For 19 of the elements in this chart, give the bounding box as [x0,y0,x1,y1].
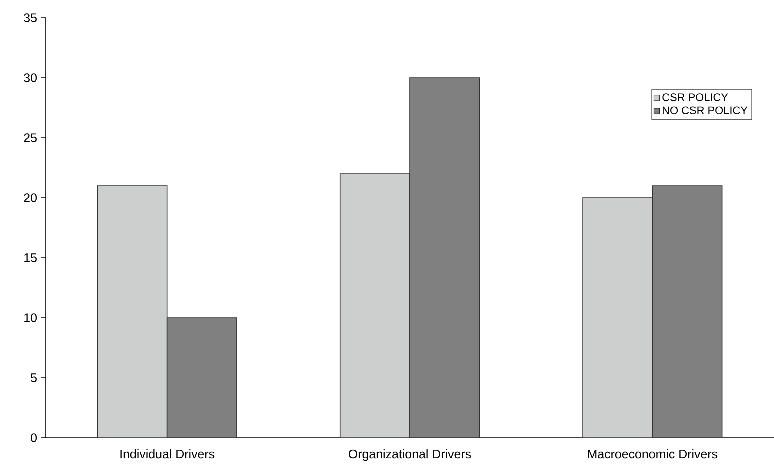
bar [652,186,723,438]
y-tick-label: 25 [24,134,37,142]
bar [166,318,238,438]
y-tick-label: 0 [31,434,37,442]
y-tick-label: 30 [24,74,37,82]
legend-label: NO CSR POLICY [663,106,748,114]
y-tick-label: 15 [24,254,37,262]
y-tick-label: 10 [24,314,37,322]
bar [340,174,410,438]
bar [582,198,654,438]
bar [410,78,480,438]
y-tick-label: 20 [24,194,37,202]
x-tick-label: Organizational Drivers [349,450,472,462]
legend-label: CSR POLICY [662,94,728,102]
bar [97,186,168,438]
y-tick-label: 5 [31,374,37,382]
x-tick-label: Individual Drivers [120,450,215,459]
y-tick-label: 35 [24,14,37,22]
x-tick-label: Macroeconomic Drivers [588,450,718,459]
